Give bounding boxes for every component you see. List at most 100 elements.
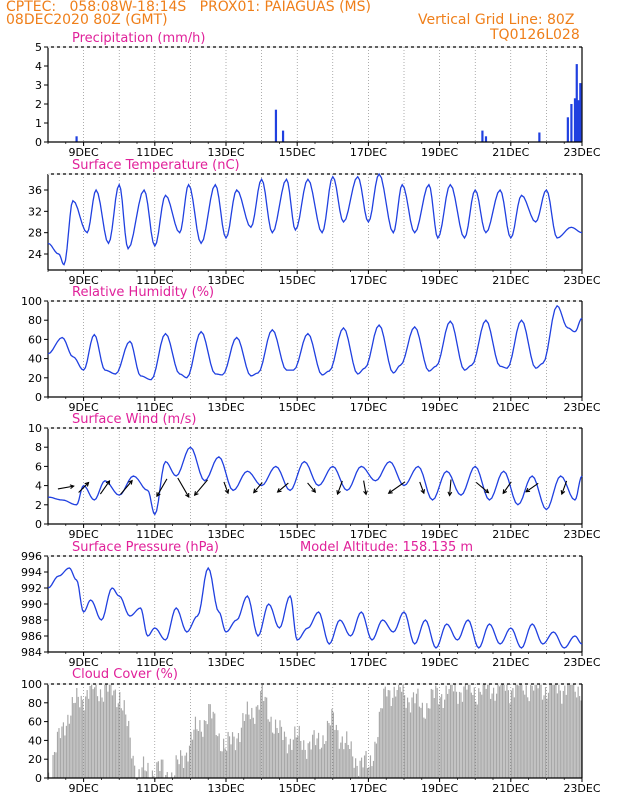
cloud-bar — [536, 684, 538, 778]
cloud-bar — [319, 749, 321, 778]
header-date: 08DEC2020 80Z (GMT) — [6, 12, 168, 28]
x-tick-label: 19DEC — [421, 401, 458, 414]
cloud-bar — [467, 684, 469, 778]
x-tick-label: 21DEC — [492, 528, 529, 541]
cloud-bar — [251, 707, 253, 778]
cloud-bar — [455, 691, 458, 778]
cloud-bar — [258, 709, 260, 778]
cloud-bar — [519, 684, 521, 778]
cloud-bar — [436, 687, 438, 778]
cloud-bar — [562, 690, 564, 778]
cloud-bar — [513, 697, 515, 778]
cloud-bar — [197, 730, 200, 778]
cloud-bar — [374, 741, 376, 778]
cloud-bar — [392, 697, 394, 778]
cloud-bar — [500, 684, 502, 778]
cloud-bar — [159, 770, 161, 778]
y-tick-label: 996 — [21, 550, 42, 563]
cloud-bar — [461, 701, 464, 778]
cloud-bar — [574, 691, 576, 778]
cloud-bar — [544, 687, 547, 778]
x-tick-label: 19DEC — [421, 528, 458, 541]
wind-arrow-shaft — [223, 481, 229, 494]
cloud-bar — [447, 693, 449, 778]
y-tick-label: 5 — [35, 41, 42, 54]
cloud-bar — [120, 708, 122, 778]
precip-bar — [281, 130, 285, 142]
x-tick-label: 23DEC — [563, 656, 600, 669]
wind-arrow-head — [525, 487, 531, 493]
cloud-bar — [138, 769, 140, 778]
x-tick-label: 11DEC — [136, 782, 173, 795]
cloud-bar — [286, 753, 289, 778]
cloud-bar — [347, 744, 349, 778]
wind-arrow-shaft — [253, 482, 263, 493]
wind-arrow-shaft — [561, 480, 568, 495]
cloud-bar — [341, 736, 343, 778]
y-tick-label: 4 — [35, 480, 42, 493]
y-tick-label: 3 — [35, 79, 42, 92]
cloud-bar — [89, 685, 91, 778]
cloud-bar — [427, 708, 429, 778]
y-tick-label: 2 — [35, 98, 42, 111]
x-tick-label: 23DEC — [563, 528, 600, 541]
cloud-bar — [509, 703, 511, 778]
cloud-bar — [182, 767, 185, 778]
cloud-bar — [190, 732, 192, 778]
cloud-bar — [188, 745, 191, 778]
cloud-bar — [417, 688, 419, 778]
cloud-bar — [522, 690, 524, 778]
cloud-bar — [269, 721, 271, 778]
cloud-bar — [350, 741, 352, 778]
cloud-bar — [99, 689, 102, 778]
y-tick-label: 0 — [35, 136, 42, 149]
cloud-bar — [549, 684, 551, 778]
cloud-bar — [300, 740, 302, 778]
cloud-bar — [191, 739, 194, 778]
cloud-bar — [404, 695, 406, 778]
cloud-bar — [310, 749, 312, 778]
cloud-bar — [558, 684, 560, 778]
cloud-bar — [395, 696, 397, 778]
cloud-bar — [377, 737, 379, 778]
cloud-bar — [271, 732, 274, 778]
cloud-bar — [178, 764, 180, 778]
cloud-bar — [460, 692, 462, 778]
cloud-bar — [405, 707, 407, 778]
cloud-bar — [493, 687, 495, 778]
cloud-bar — [315, 745, 317, 778]
cloud-bar — [77, 696, 79, 778]
cloud-bar — [540, 684, 542, 778]
wind-arrow-shaft — [120, 480, 133, 495]
cloud-bar — [156, 762, 158, 778]
y-tick-label: 0 — [35, 391, 42, 404]
cloud-bar — [108, 684, 111, 778]
x-tick-label: 19DEC — [421, 782, 458, 795]
chart-title: Relative Humidity (%) — [72, 285, 214, 300]
wind-arrow-shaft — [78, 482, 89, 493]
cloud-bar — [363, 755, 366, 778]
cloud-bar — [390, 706, 392, 778]
cloud-bar — [208, 704, 210, 778]
cloud-bar — [565, 694, 567, 778]
wind-arrow-head — [224, 489, 230, 495]
cloud-bar — [449, 684, 452, 778]
cloud-bar — [126, 726, 128, 778]
x-tick-label: 15DEC — [279, 146, 316, 159]
cloud-bar — [180, 750, 182, 778]
y-tick-label: 40 — [28, 734, 42, 747]
cloud-bar — [329, 725, 332, 778]
chart-panel-4: 0 2 4 6 8 10 9DEC 11DEC 13DEC 15DEC 17DEC 19DEC 21DE… — [28, 412, 601, 541]
cloud-bar — [68, 723, 70, 778]
cloud-bar — [123, 700, 125, 778]
cloud-bar — [571, 684, 573, 778]
cloud-bar — [426, 703, 428, 778]
y-tick-label: 28 — [28, 227, 42, 240]
cloud-bar — [71, 697, 73, 778]
chart-title: Surface Wind (m/s) — [72, 412, 196, 427]
precip-bar — [274, 109, 278, 142]
cloud-bar — [362, 767, 364, 778]
x-tick-label: 17DEC — [350, 528, 387, 541]
chart-panel-5: 984 986 988 990 992 994 996 9DEC 11DEC 13DEC 15DEC… — [21, 540, 601, 669]
y-tick-label: 0 — [35, 772, 42, 785]
